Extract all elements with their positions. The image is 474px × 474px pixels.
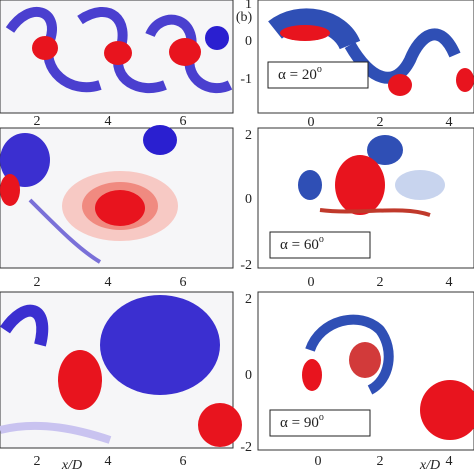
x-tick-label: 4 — [105, 114, 112, 129]
x-axis-label: x/D — [419, 458, 440, 473]
annotation: α = 60o — [280, 234, 324, 253]
annotation-box — [267, 61, 369, 89]
y-tick-label: 2 — [245, 292, 252, 307]
x-tick-label: 2 — [377, 115, 384, 130]
left-panel-2 — [0, 125, 234, 269]
x-tick-label: 6 — [180, 114, 187, 129]
annotation: α = 90o — [280, 412, 324, 431]
annotation-sup: o — [319, 234, 324, 245]
y-tick-label: 2 — [245, 128, 252, 143]
x-tick-label: 2 — [34, 454, 41, 469]
left-panel-3 — [0, 291, 242, 449]
annotation-sup: o — [319, 412, 324, 423]
x-axis-label: x/D — [61, 458, 82, 473]
annotation: α = 20o — [278, 64, 322, 83]
x-tick-label: 4 — [446, 115, 453, 130]
annotation-box — [269, 409, 371, 437]
y-tick-label: -1 — [240, 72, 252, 87]
x-tick-label: 4 — [105, 275, 112, 290]
y-tick-label: 0 — [245, 192, 252, 207]
right-panel-1 — [257, 0, 474, 114]
x-tick-label: 2 — [34, 114, 41, 129]
annotation-text: α = 20 — [278, 67, 317, 83]
x-tick-label: 4 — [105, 454, 112, 469]
annotation-box — [269, 231, 371, 259]
x-tick-label: 6 — [180, 454, 187, 469]
y-tick-label: 0 — [245, 368, 252, 383]
y-tick-label: -2 — [240, 258, 252, 273]
x-tick-label: 4 — [446, 454, 453, 469]
y-tick-label: 0 — [245, 34, 252, 49]
y-tick-label: -2 — [240, 440, 252, 455]
y-tick-label: 1 — [245, 0, 252, 12]
x-tick-label: 2 — [377, 275, 384, 290]
x-tick-label: 2 — [377, 454, 384, 469]
x-tick-label: 4 — [446, 275, 453, 290]
x-tick-label: 0 — [308, 275, 315, 290]
panel-label: (b) — [236, 10, 253, 25]
x-tick-label: 0 — [315, 454, 322, 469]
x-tick-label: 2 — [34, 275, 41, 290]
x-tick-label: 6 — [180, 275, 187, 290]
annotation-text: α = 90 — [280, 415, 319, 431]
annotation-text: α = 60 — [280, 237, 319, 253]
x-tick-label: 0 — [308, 115, 315, 130]
left-panel-1 — [0, 0, 234, 114]
annotation-sup: o — [317, 64, 322, 75]
